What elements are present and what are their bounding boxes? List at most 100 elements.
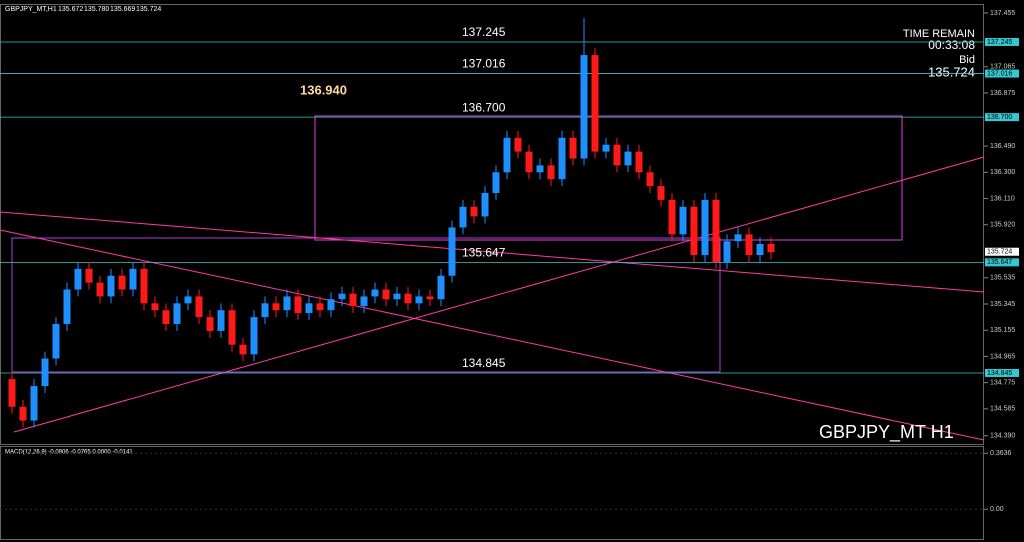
level-label: 136.700 bbox=[462, 100, 506, 114]
candle-body bbox=[448, 227, 456, 276]
candle-body bbox=[459, 206, 467, 228]
candle-body bbox=[96, 282, 104, 297]
candle-body bbox=[646, 172, 654, 187]
candle-body bbox=[30, 386, 38, 421]
y-tick-label: 137.455 bbox=[990, 10, 1015, 17]
candle-body bbox=[140, 268, 148, 304]
candle-body bbox=[217, 310, 225, 331]
candle-body bbox=[514, 137, 522, 152]
candle-body bbox=[690, 206, 698, 256]
candle-body bbox=[283, 296, 291, 311]
bid-label: 135.724 bbox=[987, 249, 1012, 256]
candle-body bbox=[569, 137, 577, 159]
candle-body bbox=[767, 244, 775, 253]
candle-body bbox=[404, 293, 412, 304]
main-pane-frame bbox=[0, 4, 984, 445]
candle-body bbox=[272, 303, 280, 311]
y-tick-label: 135.155 bbox=[990, 327, 1015, 334]
candle-body bbox=[151, 303, 159, 311]
candle-body bbox=[668, 199, 676, 235]
candle-body bbox=[393, 293, 401, 300]
candle-body bbox=[558, 137, 566, 180]
candle-body bbox=[173, 303, 181, 325]
info-text: 00:33:08 bbox=[928, 38, 975, 52]
candle-body bbox=[536, 165, 544, 173]
macd-pane-frame bbox=[0, 446, 984, 540]
axis-level-label: 136.700 bbox=[987, 114, 1012, 121]
candle-body bbox=[294, 296, 302, 313]
candle-body bbox=[591, 55, 599, 152]
candle-body bbox=[107, 275, 115, 297]
y-tick-label: 134.965 bbox=[990, 353, 1015, 360]
candle-body bbox=[613, 144, 621, 166]
candle-body bbox=[657, 186, 665, 200]
candle-body bbox=[734, 234, 742, 242]
candle-body bbox=[184, 296, 192, 304]
y-tick-label: 137.065 bbox=[990, 64, 1015, 71]
y-tick-label: 134.390 bbox=[990, 433, 1015, 440]
level-label: 137.245 bbox=[462, 25, 506, 39]
candle-body bbox=[250, 317, 258, 355]
candle-body bbox=[437, 275, 445, 300]
candle-body bbox=[503, 137, 511, 173]
info-text: TIME REMAIN bbox=[903, 28, 975, 40]
axis-highlight bbox=[985, 37, 1019, 46]
macd-label: MACD(12,26,9) -0.0906 -0.0765 0.0000 -0.… bbox=[5, 450, 133, 456]
y-tick-label: 135.345 bbox=[990, 301, 1015, 308]
candle-body bbox=[426, 296, 434, 300]
candle-body bbox=[63, 289, 71, 325]
axis-level-label: 135.647 bbox=[987, 259, 1012, 266]
candle-body bbox=[228, 310, 236, 345]
info-text: 135.724 bbox=[928, 64, 975, 79]
trend-line bbox=[0, 211, 985, 293]
candle-body bbox=[481, 192, 489, 217]
candle-body bbox=[129, 268, 137, 290]
info-text: Bid bbox=[959, 54, 975, 66]
axis-level-label: 137.245 bbox=[987, 39, 1012, 46]
candle-body bbox=[195, 296, 203, 318]
axis-level-label: 134.845 bbox=[987, 370, 1012, 377]
axis-highlight bbox=[985, 69, 1019, 78]
candle-body bbox=[360, 296, 368, 307]
candle-body bbox=[85, 268, 93, 283]
candle-body bbox=[723, 241, 731, 262]
candle-body bbox=[327, 299, 335, 311]
y-tick-label: 134.585 bbox=[990, 406, 1015, 413]
axis-highlight bbox=[985, 368, 1019, 377]
candle-body bbox=[316, 303, 324, 311]
candle-body bbox=[8, 379, 16, 407]
candle-body bbox=[712, 199, 720, 262]
candle-body bbox=[371, 289, 379, 297]
range-box bbox=[11, 237, 721, 373]
axis-highlight bbox=[985, 113, 1019, 122]
candle-body bbox=[239, 344, 247, 355]
header-price: 135.780 bbox=[84, 6, 109, 13]
axis-highlight bbox=[985, 258, 1019, 267]
y-tick-label: 136.300 bbox=[990, 169, 1015, 176]
level-label: 134.845 bbox=[462, 356, 506, 370]
y-tick-label: 136.490 bbox=[990, 143, 1015, 150]
candle-body bbox=[745, 234, 753, 256]
level-label: 135.647 bbox=[462, 246, 506, 260]
candle-body bbox=[382, 289, 390, 300]
header-price: 135.669 bbox=[110, 6, 135, 13]
candle-body bbox=[118, 275, 126, 290]
candle-body bbox=[525, 151, 533, 173]
y-tick-label: 134.775 bbox=[990, 379, 1015, 386]
header-price: 135.724 bbox=[136, 6, 161, 13]
candle-body bbox=[602, 144, 610, 152]
trend-line bbox=[0, 229, 985, 441]
candle-body bbox=[305, 303, 313, 313]
candle-body bbox=[206, 317, 214, 331]
price-annotation: 136.940 bbox=[300, 82, 347, 97]
candle-body bbox=[415, 296, 423, 304]
candle-body bbox=[349, 293, 357, 307]
candle-body bbox=[41, 358, 49, 387]
candle-body bbox=[74, 268, 82, 290]
header-title: GBPJPY_MT,H1 bbox=[5, 6, 57, 13]
symbol-label: GBPJPY_MT H1 bbox=[819, 422, 954, 443]
trend-line bbox=[13, 156, 985, 433]
